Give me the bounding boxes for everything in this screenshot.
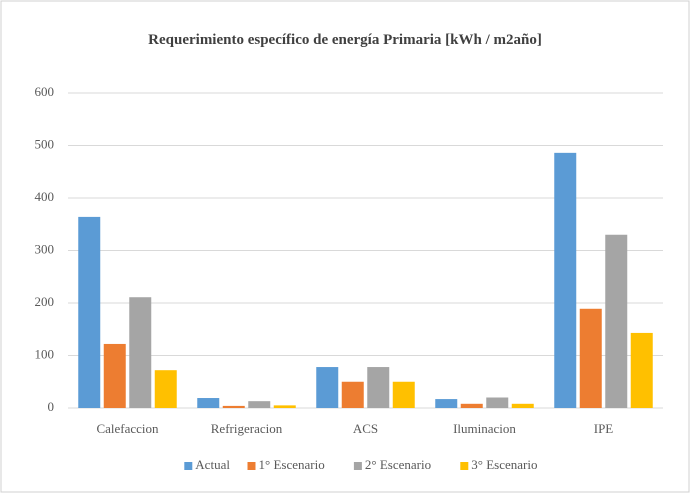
y-tick-label: 400	[35, 189, 55, 204]
x-tick-label: Iluminacion	[453, 421, 516, 436]
bar	[511, 403, 534, 408]
y-tick-label: 100	[35, 346, 55, 361]
legend-label: 2° Escenario	[365, 457, 431, 472]
bar	[579, 308, 602, 408]
legend-label: Actual	[195, 457, 230, 472]
chart-title: Requerimiento específico de energía Prim…	[148, 32, 542, 48]
bar	[630, 332, 653, 408]
bar	[129, 297, 152, 408]
bar	[248, 401, 271, 408]
bar	[316, 367, 339, 408]
bar	[460, 403, 483, 408]
bar	[605, 234, 628, 408]
y-tick-label: 200	[35, 294, 55, 309]
bar	[222, 405, 245, 408]
bar	[154, 370, 177, 408]
legend-swatch	[460, 462, 469, 470]
y-tick-label: 600	[35, 84, 55, 99]
bar	[392, 381, 415, 408]
legend-swatch	[184, 462, 193, 470]
y-tick-label: 0	[48, 399, 55, 414]
x-tick-label: Refrigeracion	[211, 421, 283, 436]
legend-swatch	[247, 462, 256, 470]
x-tick-label: IPE	[594, 421, 614, 436]
bar	[273, 405, 296, 408]
bar	[435, 399, 458, 408]
legend-label: 3° Escenario	[471, 457, 537, 472]
bar	[554, 152, 577, 408]
bar	[367, 367, 390, 408]
bar	[486, 397, 509, 408]
y-tick-label: 500	[35, 136, 55, 151]
bar	[341, 381, 364, 408]
bar	[103, 343, 126, 408]
x-tick-label: ACS	[353, 421, 378, 436]
legend-swatch	[353, 462, 362, 470]
bar	[197, 398, 220, 408]
x-tick-label: Calefaccion	[96, 421, 159, 436]
bar	[78, 216, 101, 408]
legend-label: 1° Escenario	[259, 457, 325, 472]
y-tick-label: 300	[35, 241, 55, 256]
